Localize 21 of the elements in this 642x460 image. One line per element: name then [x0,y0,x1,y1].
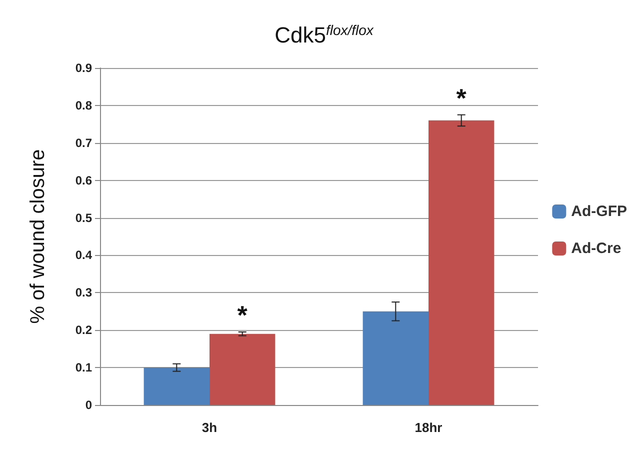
y-tick-label: 0.7 [75,136,92,150]
y-tick-label: 0.4 [75,248,92,262]
y-tick-label: 0.9 [75,61,92,75]
legend-label: Ad-GFP [571,203,628,220]
bar [210,334,276,405]
legend-label: Ad-Cre [571,240,622,257]
y-axis-title: % of wound closure [27,149,49,324]
annotation: * [456,82,468,113]
y-tick-label: 0.3 [75,286,92,300]
x-tick-label: 18hr [414,420,442,435]
y-tick-label: 0.8 [75,98,92,112]
bar [428,120,494,405]
y-tick-label: 0.5 [75,210,92,225]
y-tick-label: 0.1 [75,360,92,375]
y-tick-label: 0 [85,398,92,412]
annotation: * [237,300,248,330]
x-tick-label: 3h [202,420,218,435]
y-tick-label: 0.2 [75,323,92,338]
y-tick-label: 0.6 [75,173,92,188]
bar [144,368,210,405]
bar [362,311,428,405]
